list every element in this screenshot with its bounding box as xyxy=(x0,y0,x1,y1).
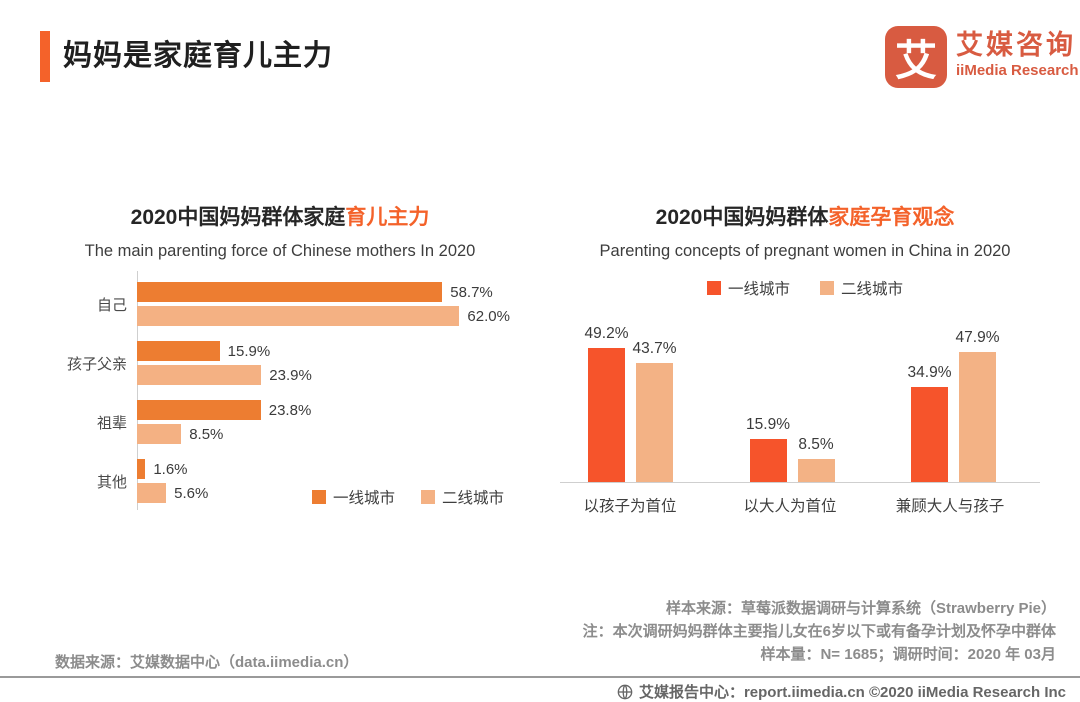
value-label: 34.9% xyxy=(907,364,952,381)
legend-item: 二线城市 xyxy=(820,277,903,299)
left-chart-title-highlight: 育儿主力 xyxy=(345,206,430,229)
sample-note-line: 注：本次调研妈妈群体主要指儿女在6岁以下或有备孕计划及怀孕中群体 xyxy=(582,623,1056,640)
legend-label: 一线城市 xyxy=(727,281,790,298)
left-chart-title: 2020中国妈妈群体家庭育儿主力 xyxy=(40,201,520,231)
value-label: 5.6% xyxy=(174,484,209,502)
category-label: 以大人为首位 xyxy=(743,498,837,515)
left-chart-y-axis-line xyxy=(137,271,138,510)
bar: 43.7% xyxy=(633,340,676,482)
right-chart-legend: 一线城市 二线城市 xyxy=(565,277,1045,299)
data-source-note: 数据来源：艾媒数据中心（data.iimedia.cn） xyxy=(55,654,359,671)
legend-item: 一线城市 xyxy=(706,277,790,299)
logo-name-en: iiMedia Research xyxy=(956,62,1079,79)
bar: 47.9% xyxy=(956,329,999,482)
legend-swatch xyxy=(820,281,834,295)
right-chart-subtitle: Parenting concepts of pregnant women in … xyxy=(599,242,1011,260)
legend-label: 一线城市 xyxy=(333,490,396,507)
value-label: 15.9% xyxy=(227,342,271,360)
bar-line: 58.7% xyxy=(137,282,510,302)
bar-group: 自己 58.7% 62.0% xyxy=(55,282,510,326)
left-chart-plot: 自己 58.7% 62.0% 孩子父亲 15.9% 23.9% 祖辈 23.8% 8.5% 其他 1… xyxy=(55,271,510,503)
bar-pair: 15.9% 23.9% xyxy=(137,341,312,385)
bar xyxy=(137,306,460,326)
value-label: 8.5% xyxy=(798,436,834,453)
legend-label: 二线城市 xyxy=(442,490,505,507)
bar-line: 8.5% xyxy=(137,424,311,444)
right-chart-category-axis: 以孩子为首位 以大人为首位 兼顾大人与孩子 xyxy=(550,494,1030,516)
right-chart-title-black: 2020中国妈妈群体 xyxy=(655,206,829,229)
bar xyxy=(137,483,167,503)
value-label: 58.7% xyxy=(450,283,493,301)
legend-swatch xyxy=(421,490,436,504)
category-label: 自己 xyxy=(96,296,127,314)
bar: 34.9% xyxy=(908,364,951,482)
bar-line: 23.8% xyxy=(137,400,311,420)
bar xyxy=(137,459,146,479)
bar-pair: 23.8% 8.5% xyxy=(137,400,311,444)
title-accent-bar xyxy=(40,31,50,82)
value-label: 43.7% xyxy=(632,340,677,357)
legend-item: 二线城市 xyxy=(421,486,504,508)
legend-swatch xyxy=(312,490,326,504)
bar-line: 1.6% xyxy=(137,459,208,479)
bar-group: 其他 1.6% 5.6% xyxy=(55,459,510,503)
page-title: 妈妈是家庭育儿主力 xyxy=(63,40,334,72)
iimedia-logo: 艾 艾媒咨询 iiMedia Research xyxy=(885,26,1079,88)
left-chart-title-black: 2020中国妈妈群体家庭 xyxy=(130,206,346,229)
footer-divider-line xyxy=(0,676,1080,678)
logo-icon: 艾 xyxy=(885,26,947,88)
legend-swatch xyxy=(706,281,721,295)
footer: 艾媒报告中心：report.iimedia.cn ©2020 iiMedia R… xyxy=(617,681,1066,702)
bar-group: 祖辈 23.8% 8.5% xyxy=(55,400,510,444)
bar: 49.2% xyxy=(585,325,628,482)
value-label: 49.2% xyxy=(584,325,629,342)
right-chart-plot: 49.2% 43.7% 15.9% 8.5% 34.9% 47.9% xyxy=(560,298,1040,483)
category-label: 其他 xyxy=(96,473,127,491)
value-label: 15.9% xyxy=(746,416,790,433)
bar xyxy=(137,282,443,302)
bar-group: 34.9% 47.9% xyxy=(908,329,999,482)
bar xyxy=(137,341,220,361)
bar-pair: 58.7% 62.0% xyxy=(137,282,510,326)
bar-line: 5.6% xyxy=(137,483,208,503)
bar xyxy=(137,424,182,444)
globe-icon xyxy=(617,684,633,700)
sample-note-line: 样本来源：草莓派数据调研与计算系统（Strawberry Pie） xyxy=(665,600,1056,617)
footer-text: 艾媒报告中心：report.iimedia.cn ©2020 iiMedia R… xyxy=(638,684,1066,701)
bar-group: 49.2% 43.7% xyxy=(585,325,676,482)
category-label: 孩子父亲 xyxy=(66,355,127,373)
right-chart-title: 2020中国妈妈群体家庭孕育观念 xyxy=(565,201,1045,231)
value-label: 47.9% xyxy=(955,329,1000,346)
logo-text: 艾媒咨询 iiMedia Research xyxy=(956,26,1079,81)
sample-notes: 样本来源：草莓派数据调研与计算系统（Strawberry Pie） 注：本次调研… xyxy=(583,597,1056,666)
legend-item: 一线城市 xyxy=(312,486,395,508)
logo-name-cn: 艾媒咨询 xyxy=(956,30,1076,60)
legend-label: 二线城市 xyxy=(841,281,904,298)
bar-line: 15.9% xyxy=(137,341,312,361)
bar-group: 孩子父亲 15.9% 23.9% xyxy=(55,341,510,385)
bar-line: 62.0% xyxy=(137,306,510,326)
sample-note-line: 样本量：N= 1685；调研时间：2020 年 03月 xyxy=(760,646,1056,663)
right-chart-title-highlight: 家庭孕育观念 xyxy=(828,206,955,229)
bar: 8.5% xyxy=(797,436,835,482)
value-label: 8.5% xyxy=(189,425,224,443)
category-label: 以孩子为首位 xyxy=(583,498,677,515)
left-chart-legend: 一线城市 二线城市 xyxy=(312,486,504,508)
bar: 15.9% xyxy=(746,416,790,482)
category-label: 祖辈 xyxy=(96,414,127,432)
left-chart-subtitle: The main parenting force of Chinese moth… xyxy=(84,242,476,260)
value-label: 23.8% xyxy=(268,401,312,419)
value-label: 1.6% xyxy=(153,460,188,478)
bar-group: 15.9% 8.5% xyxy=(746,416,835,482)
category-label: 兼顾大人与孩子 xyxy=(895,498,1005,515)
bar-pair: 1.6% 5.6% xyxy=(137,459,208,503)
bar xyxy=(137,365,262,385)
value-label: 23.9% xyxy=(269,366,312,384)
bar-line: 23.9% xyxy=(137,365,312,385)
value-label: 62.0% xyxy=(467,307,510,325)
bar xyxy=(137,400,261,420)
